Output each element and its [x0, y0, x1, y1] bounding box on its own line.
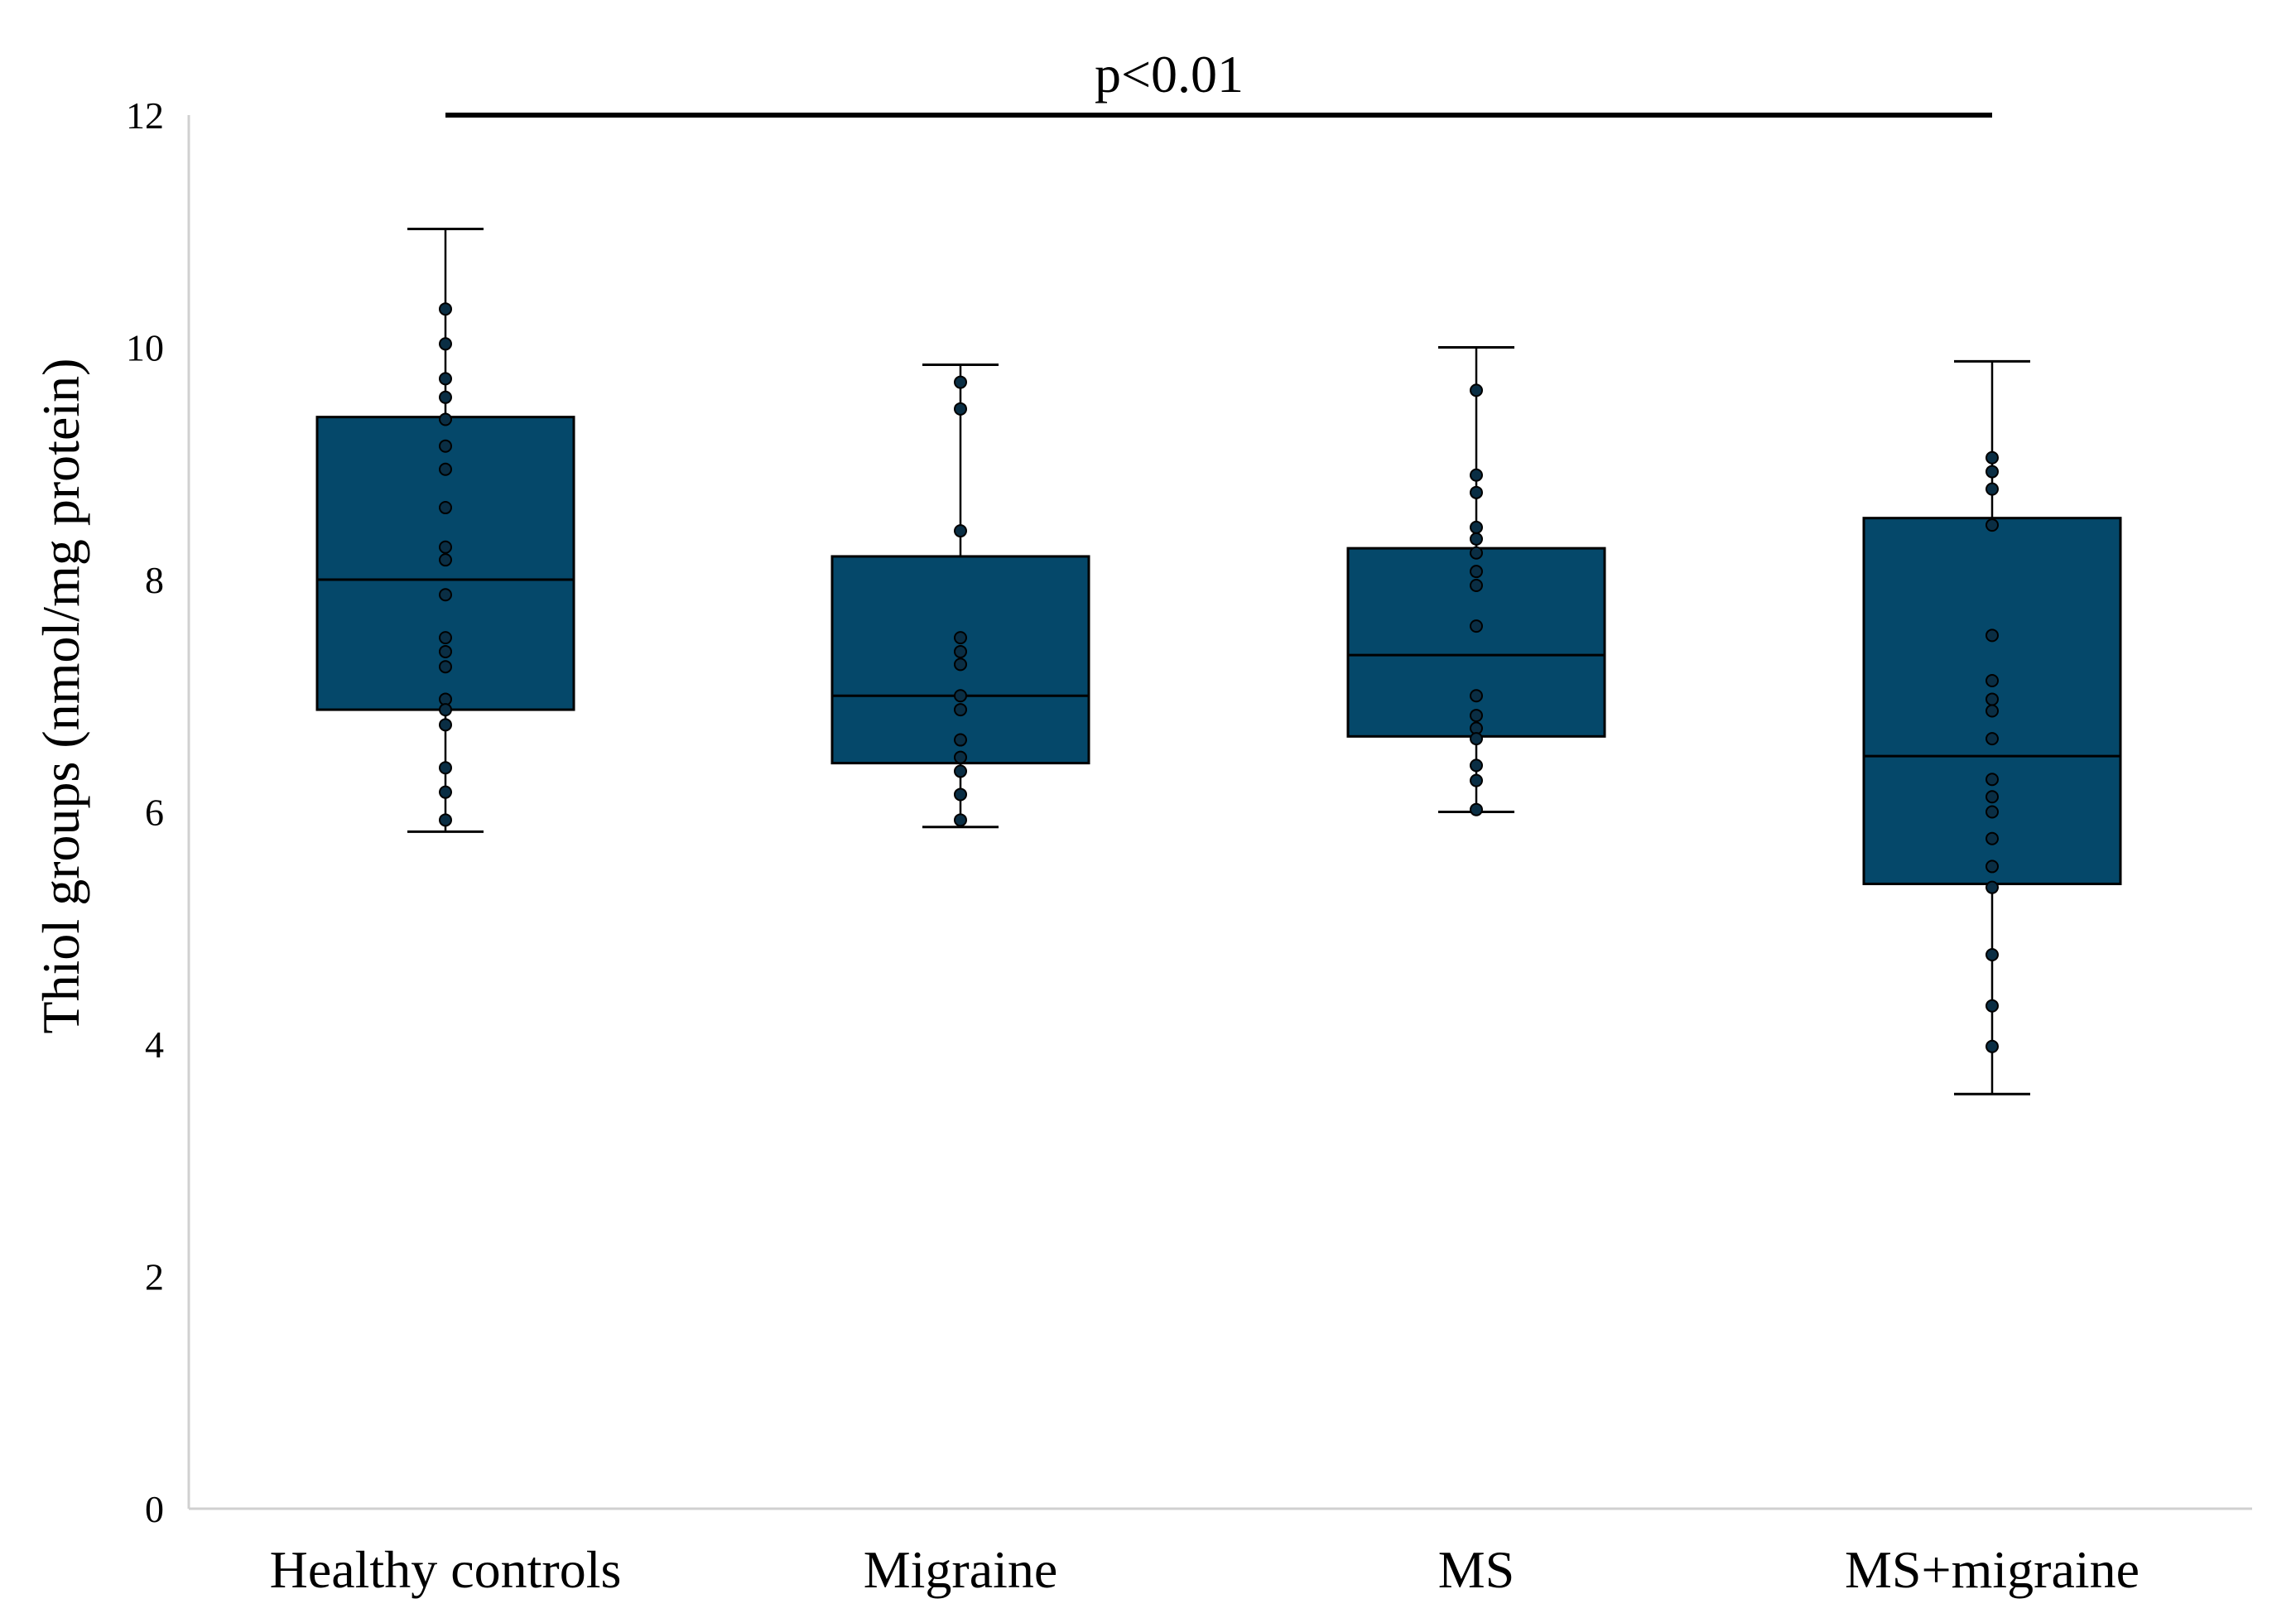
significance-annotation: p<0.01	[445, 45, 1992, 118]
data-point	[1986, 450, 1999, 465]
box-group	[1862, 359, 2122, 1096]
data-point	[1986, 518, 1999, 532]
data-point	[439, 462, 452, 476]
data-point	[954, 813, 967, 827]
data-point	[439, 390, 452, 404]
data-point	[954, 644, 967, 658]
y-tick-label: 6	[145, 792, 164, 834]
box-group	[830, 364, 1090, 829]
y-tick-labels: 0 2 4 6 8 10 12	[126, 94, 164, 1530]
data-point	[439, 302, 452, 316]
data-point	[1470, 709, 1483, 723]
data-point	[1986, 482, 1999, 496]
y-axis-title: Thiol groups (nmol/mg protein)	[31, 359, 90, 1034]
data-point	[1986, 628, 1999, 643]
category-labels: Healthy controls Migraine MS MS+migraine	[270, 1540, 2140, 1599]
data-point	[1470, 468, 1483, 482]
data-point	[1986, 860, 1999, 874]
data-point	[954, 657, 967, 672]
data-point	[1470, 565, 1483, 579]
data-point	[1986, 831, 1999, 845]
data-point	[1470, 732, 1483, 746]
axes	[187, 115, 2252, 1510]
data-point	[1986, 465, 1999, 479]
data-point	[954, 703, 967, 717]
data-point	[1470, 619, 1483, 633]
category-label: Healthy controls	[270, 1540, 622, 1599]
data-point	[1470, 532, 1483, 546]
y-tick-label: 4	[145, 1023, 164, 1066]
data-point	[1470, 758, 1483, 773]
data-point	[1470, 485, 1483, 499]
data-point	[954, 764, 967, 778]
data-point	[1986, 692, 1999, 706]
data-point	[1470, 546, 1483, 560]
data-point	[1986, 674, 1999, 688]
data-point	[1986, 948, 1999, 962]
data-point	[439, 337, 452, 351]
data-point	[439, 785, 452, 799]
category-label: MS+migraine	[1845, 1540, 2140, 1599]
data-point	[439, 761, 452, 775]
significance-label: p<0.01	[1095, 45, 1244, 104]
box-group	[1346, 346, 1606, 816]
data-point	[439, 631, 452, 645]
data-point	[954, 750, 967, 764]
data-point	[954, 631, 967, 645]
data-point	[439, 372, 452, 386]
data-point	[954, 402, 967, 416]
data-point	[1986, 790, 1999, 804]
data-point	[1470, 579, 1483, 593]
data-point	[439, 813, 452, 827]
data-point	[954, 524, 967, 538]
y-tick-label: 2	[145, 1256, 164, 1298]
data-point	[1986, 1039, 1999, 1053]
category-label: Migraine	[864, 1540, 1058, 1599]
data-point	[439, 540, 452, 554]
category-label: MS	[1438, 1540, 1515, 1599]
data-point	[1986, 805, 1999, 819]
data-point	[439, 501, 452, 515]
data-point	[439, 660, 452, 674]
data-point	[439, 412, 452, 426]
data-point	[1986, 773, 1999, 787]
data-point	[1470, 802, 1483, 816]
data-point	[1470, 520, 1483, 534]
data-point	[1986, 880, 1999, 894]
data-point	[1986, 732, 1999, 746]
y-tick-label: 10	[126, 327, 164, 369]
box-group	[315, 227, 575, 833]
data-point	[439, 703, 452, 717]
data-point	[1470, 689, 1483, 703]
data-point	[439, 439, 452, 453]
y-tick-label: 8	[145, 559, 164, 601]
data-point	[1986, 999, 1999, 1013]
data-point	[954, 733, 967, 747]
data-point	[439, 553, 452, 567]
data-point	[954, 689, 967, 703]
data-point	[1986, 704, 1999, 718]
data-point	[954, 787, 967, 802]
data-point	[439, 588, 452, 602]
y-tick-label: 0	[145, 1488, 164, 1530]
data-point	[439, 644, 452, 658]
y-tick-label: 12	[126, 94, 164, 137]
data-point	[954, 375, 967, 389]
box-series	[315, 227, 2122, 1096]
data-point	[1470, 383, 1483, 397]
data-point	[1470, 773, 1483, 787]
data-point	[439, 718, 452, 732]
